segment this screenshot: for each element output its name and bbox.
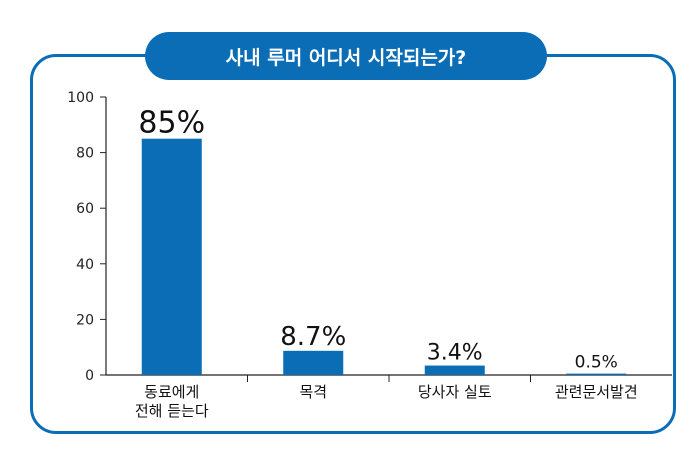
bar — [283, 350, 344, 375]
y-tick-label: 100 — [67, 90, 94, 106]
y-tick-label: 40 — [76, 257, 94, 273]
bar — [566, 373, 627, 375]
y-tick-label: 60 — [76, 201, 94, 217]
data-label: 3.4% — [427, 341, 483, 366]
category-label: 동료에게 전해 듣는다 — [135, 383, 209, 420]
data-label: 0.5% — [575, 353, 618, 373]
bar — [424, 365, 485, 375]
chart-title: 사내 루머 어디서 시작되는가? — [145, 32, 547, 80]
y-tick-label: 80 — [76, 146, 94, 162]
y-tick-label: 20 — [76, 312, 94, 328]
bar — [141, 138, 202, 375]
category-label: 당사자 실토 — [418, 383, 492, 401]
y-tick-label: 0 — [85, 368, 94, 384]
data-label: 8.7% — [280, 322, 346, 352]
category-label: 목격 — [299, 383, 327, 401]
category-label: 관련문서발견 — [555, 383, 638, 401]
data-label: 85% — [138, 106, 205, 141]
